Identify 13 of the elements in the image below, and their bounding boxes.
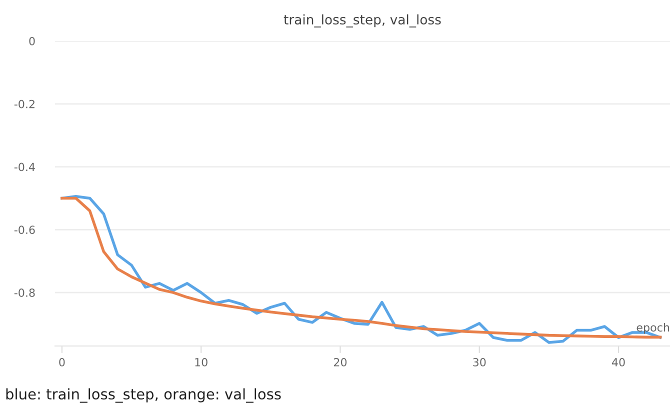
chart-title: train_loss_step, val_loss xyxy=(284,14,441,28)
x-tick-label: 40 xyxy=(612,358,625,366)
y-tick-label: -0.8 xyxy=(14,288,35,297)
x-tick-label: 20 xyxy=(334,358,347,366)
y-tick-label: -0.2 xyxy=(14,100,34,108)
x-tick-label: 30 xyxy=(473,358,486,366)
x-tick-label: 10 xyxy=(195,358,208,366)
text: blue: train_loss_step, orange: val_loss xyxy=(6,388,281,403)
y-tick-label: -0.4 xyxy=(14,162,35,172)
x-axis-title: epoch xyxy=(636,323,670,334)
y-tick-label: 0 xyxy=(29,36,35,46)
y-tick-label: -0.6 xyxy=(14,226,35,234)
x-tick-label: 0 xyxy=(59,358,65,366)
